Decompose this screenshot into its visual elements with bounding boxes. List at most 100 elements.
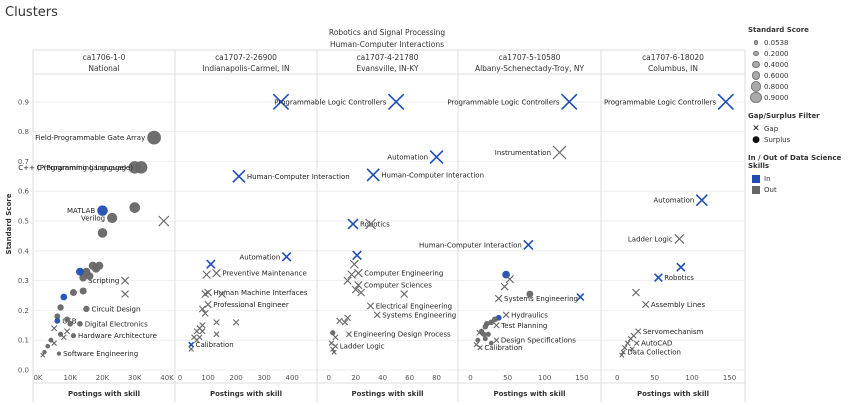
x-tick-label: 150 [723, 374, 736, 382]
point-label: Field-Programmable Gate Array [35, 134, 145, 142]
x-tick-label: 0 [468, 374, 472, 382]
point-label: Instrumentation [495, 149, 551, 157]
gap-marker [206, 259, 216, 269]
gap-marker [51, 340, 57, 346]
gap-marker [332, 343, 339, 349]
panel-name: National [88, 64, 119, 73]
panel-name: Albany-Schenectady-Troy, NY [475, 64, 585, 73]
legend-color-item[interactable]: Out [748, 184, 850, 195]
gap-marker [476, 329, 483, 336]
gap-marker [40, 352, 46, 358]
x-tick-label: 0 [327, 374, 331, 382]
legend-color-item[interactable]: In [748, 173, 850, 184]
surplus-marker [60, 293, 68, 301]
surplus-marker [79, 287, 87, 295]
gap-marker [63, 328, 71, 335]
surplus-marker [83, 305, 90, 313]
point-label: Electrical Engineering [376, 302, 452, 310]
gap-marker [51, 325, 58, 332]
y-tick-label: 0.4 [18, 247, 30, 255]
gap-marker [676, 262, 686, 272]
gap-marker [717, 93, 734, 111]
point-label: Hardware Architecture [78, 332, 157, 340]
gap-marker [331, 349, 337, 355]
point-label: Human-Computer Interaction [381, 171, 484, 179]
size-circle-icon [748, 60, 764, 69]
gap-marker [552, 145, 567, 160]
gap-marker [366, 302, 375, 310]
gap-marker [120, 276, 130, 285]
surplus-marker [92, 264, 101, 273]
gap-marker [354, 268, 363, 278]
gap-marker [158, 215, 170, 227]
gap-marker [629, 346, 635, 352]
surplus-marker [482, 336, 488, 342]
y-tick-label: 0.5 [18, 218, 29, 226]
x-tick-label: 20 [351, 374, 360, 382]
x-tick-label: 100 [201, 374, 214, 382]
surplus-marker [85, 272, 94, 280]
size-circle-icon [748, 71, 764, 80]
point-label: Programmable Logic Controllers [604, 98, 717, 106]
gap-marker [500, 282, 509, 291]
legend: Standard Score 0.0538 0.2000 0.4000 0.6000 0… [748, 26, 850, 195]
gap-marker [620, 349, 626, 355]
gap-marker [366, 168, 380, 182]
x-tick-label: 50 [650, 374, 659, 382]
legend-size-label: 0.6000 [764, 71, 789, 80]
gap-marker [576, 293, 585, 301]
y-tick-label: 0.3 [18, 277, 29, 285]
legend-shape-label: Gap [764, 124, 779, 133]
gap-marker [674, 233, 685, 244]
gap-marker [232, 169, 246, 183]
surplus-marker [330, 330, 336, 336]
gap-marker [347, 270, 356, 279]
x-tick-label: 0K [33, 374, 42, 382]
surplus-marker [57, 304, 64, 311]
surplus-marker [69, 289, 77, 297]
gap-marker [345, 331, 352, 338]
legend-shape-item[interactable]: ● Surplus [748, 134, 850, 145]
gap-marker [473, 341, 480, 348]
surplus-marker [475, 337, 481, 343]
panel-id: ca1707-6-18020 [642, 53, 704, 62]
y-tick-label: 0.6 [18, 188, 30, 196]
legend-shape-label: Surplus [764, 135, 791, 144]
legend-color-list: In Out [748, 173, 850, 195]
point-label: Human-Computer Interaction [419, 241, 522, 249]
legend-shape-title: Gap/Surplus Filter [748, 112, 820, 120]
x-axis-title: Postings with skill [493, 390, 565, 398]
gap-marker [332, 334, 339, 341]
gap-marker [357, 288, 365, 297]
gap-marker [336, 317, 343, 325]
color-swatch-icon [748, 174, 764, 183]
panel-id: ca1707-5-10580 [499, 53, 561, 62]
scatter-chart: Robotics and Signal Processing Human-Comp… [5, 28, 746, 402]
surplus-marker [45, 343, 50, 349]
point-label: Programmable Logic Controllers [447, 98, 560, 106]
gap-marker [202, 270, 211, 279]
x-tick-label: 20K [96, 374, 110, 382]
point-label: Engineering Design Process [354, 331, 452, 339]
gap-marker [349, 259, 359, 269]
y-tick-label: 0.1 [18, 337, 29, 345]
surplus-marker [77, 321, 83, 327]
surplus-marker [147, 130, 161, 145]
gap-marker [619, 352, 625, 358]
gap-marker [328, 340, 335, 346]
point-label: Systems Engineering [382, 311, 456, 319]
gap-marker [213, 319, 220, 326]
point-label: Verilog [81, 215, 105, 223]
gap-marker [493, 337, 500, 344]
gap-marker [633, 340, 640, 346]
gap-marker [505, 274, 514, 284]
x-tick-label: 30K [128, 374, 142, 382]
legend-shape-item[interactable]: ✕ Gap [748, 123, 850, 134]
y-axis-title: Standard Score [5, 193, 13, 254]
gap-marker [201, 290, 210, 298]
gap-marker [204, 300, 212, 309]
gap-marker [654, 273, 663, 283]
x-tick-label: 40K [160, 374, 174, 382]
point-label: Data Collection [627, 349, 681, 357]
point-label: Test Planning [500, 322, 547, 330]
